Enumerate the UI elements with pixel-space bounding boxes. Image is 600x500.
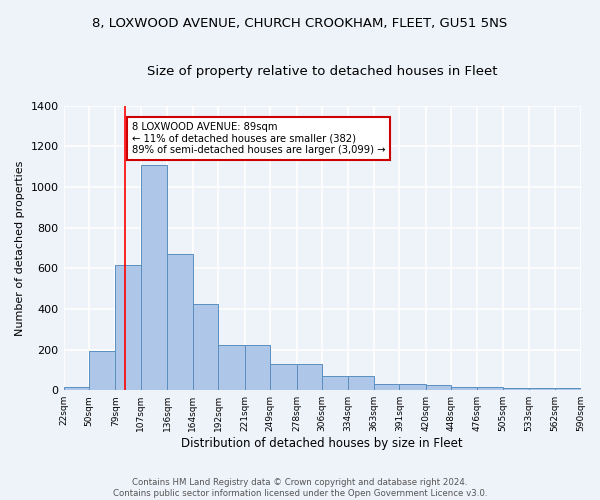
Bar <box>451 387 477 390</box>
Text: Contains HM Land Registry data © Crown copyright and database right 2024.
Contai: Contains HM Land Registry data © Crown c… <box>113 478 487 498</box>
Bar <box>270 364 296 390</box>
Text: 8, LOXWOOD AVENUE, CHURCH CROOKHAM, FLEET, GU51 5NS: 8, LOXWOOD AVENUE, CHURCH CROOKHAM, FLEE… <box>92 18 508 30</box>
Bar <box>89 350 115 390</box>
Bar <box>426 385 451 390</box>
Bar <box>64 387 89 390</box>
Bar <box>167 254 193 390</box>
Bar <box>322 376 347 390</box>
Bar <box>555 388 581 390</box>
Bar <box>400 384 426 390</box>
Bar <box>141 164 167 390</box>
Bar <box>218 346 245 390</box>
Bar <box>477 387 503 390</box>
Bar <box>529 388 555 390</box>
Bar <box>115 265 141 390</box>
Y-axis label: Number of detached properties: Number of detached properties <box>15 160 25 336</box>
Bar <box>374 384 400 390</box>
Text: 8 LOXWOOD AVENUE: 89sqm
← 11% of detached houses are smaller (382)
89% of semi-d: 8 LOXWOOD AVENUE: 89sqm ← 11% of detache… <box>132 122 385 155</box>
X-axis label: Distribution of detached houses by size in Fleet: Distribution of detached houses by size … <box>181 437 463 450</box>
Bar <box>193 304 218 390</box>
Title: Size of property relative to detached houses in Fleet: Size of property relative to detached ho… <box>147 65 497 78</box>
Bar <box>503 388 529 390</box>
Bar <box>245 346 270 390</box>
Bar <box>347 376 374 390</box>
Bar <box>296 364 322 390</box>
